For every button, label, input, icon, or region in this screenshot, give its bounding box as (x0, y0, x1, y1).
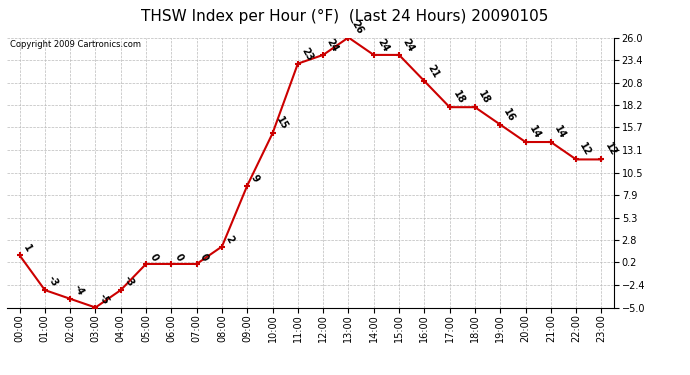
Text: -5: -5 (97, 292, 111, 306)
Text: -4: -4 (72, 283, 86, 297)
Text: 14: 14 (527, 124, 542, 141)
Text: 12: 12 (603, 141, 618, 158)
Text: 9: 9 (248, 173, 261, 184)
Text: 0: 0 (172, 252, 185, 262)
Text: 16: 16 (502, 106, 517, 123)
Text: 24: 24 (375, 37, 391, 54)
Text: -3: -3 (122, 274, 136, 289)
Text: 1: 1 (21, 243, 33, 254)
Text: 0: 0 (198, 252, 210, 262)
Text: 0: 0 (148, 252, 159, 262)
Text: -3: -3 (46, 274, 60, 289)
Text: 24: 24 (324, 37, 340, 54)
Text: 21: 21 (426, 63, 441, 80)
Text: 26: 26 (350, 20, 365, 36)
Text: 14: 14 (552, 124, 568, 141)
Text: 23: 23 (299, 45, 315, 62)
Text: 2: 2 (224, 234, 235, 245)
Text: 18: 18 (476, 89, 492, 106)
Text: 24: 24 (400, 37, 416, 54)
Text: 15: 15 (274, 115, 289, 132)
Text: 12: 12 (578, 141, 593, 158)
Text: Copyright 2009 Cartronics.com: Copyright 2009 Cartronics.com (10, 40, 141, 49)
Text: THSW Index per Hour (°F)  (Last 24 Hours) 20090105: THSW Index per Hour (°F) (Last 24 Hours)… (141, 9, 549, 24)
Text: 18: 18 (451, 89, 466, 106)
